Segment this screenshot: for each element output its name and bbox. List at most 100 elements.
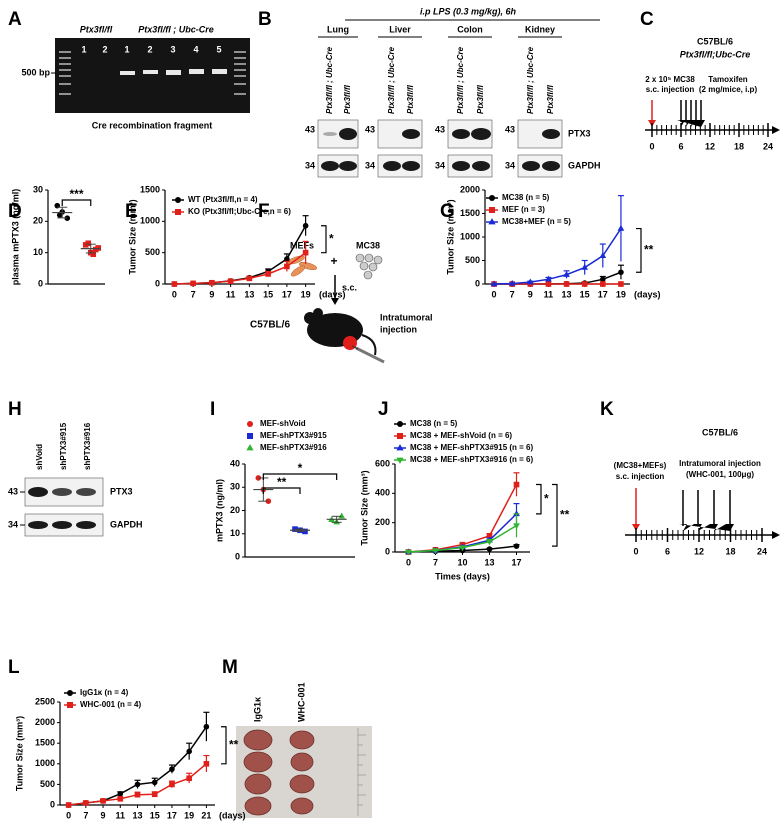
data-point: [169, 766, 175, 772]
x-tick-label: 15: [150, 810, 160, 820]
data-point: [600, 281, 606, 287]
legend-marker: [175, 197, 181, 203]
x-tick-label: 17: [167, 810, 177, 820]
strain: C57BL/6: [250, 320, 290, 331]
caption: Cre recombination fragment: [92, 120, 213, 130]
legend-label: MC38 (n = 5): [502, 193, 550, 202]
significance: *: [329, 231, 334, 245]
legend-label: IgG1κ (n = 4): [80, 688, 129, 697]
legend-label: MC38 + MEF-shVoid (n = 6): [410, 431, 512, 440]
x-tick-label: 17: [598, 289, 608, 299]
data-point: [85, 240, 92, 247]
timeline-tick-label: 18: [734, 141, 744, 151]
timeline-tick-label: 6: [665, 546, 670, 556]
y-tick-label: 0: [155, 278, 160, 288]
x-tick-label: 7: [510, 289, 515, 299]
data-point: [513, 481, 520, 488]
data-point: [151, 779, 158, 786]
panel-label: G: [440, 201, 455, 222]
x-tick-label: 0: [492, 289, 497, 299]
genotype: Ptx3fl/fl: [80, 24, 113, 34]
significance-bracket: [262, 473, 338, 480]
timeline-tick-label: 24: [757, 546, 767, 556]
data-point: [526, 278, 534, 285]
timeline-tick-label: 12: [705, 141, 715, 151]
injection-note: s.c. injection: [616, 472, 665, 481]
y-tick-label: 30: [230, 482, 240, 492]
data-point: [513, 523, 520, 530]
panel-label: J: [378, 399, 389, 420]
ruler: [357, 728, 366, 816]
strain: C57BL/6: [702, 427, 738, 437]
panel-label: E: [125, 201, 138, 222]
y-tick-label: 0: [50, 799, 55, 809]
legend-label: WT (Ptx3fl/fl,n = 4): [188, 195, 258, 204]
y-tick-label: 1000: [460, 231, 480, 241]
gel-bands: [120, 69, 227, 75]
lane-label: Ptx3fl/fl ; Ubc-Cre: [526, 46, 535, 114]
x-tick-label: 11: [544, 289, 554, 299]
timeline-tick-label: 12: [694, 546, 704, 556]
x-tick-label: 17: [282, 289, 292, 299]
data-point: [56, 212, 63, 218]
injection-label: Intratumoral: [380, 312, 433, 322]
genotype: Ptx3fl/fl ; Ubc-Cre: [138, 24, 214, 34]
arrows: [632, 488, 734, 531]
cell-label: MEFs: [290, 240, 314, 250]
panel-label: M: [222, 657, 238, 678]
protein: GAPDH: [568, 160, 601, 170]
data-point: [508, 279, 516, 286]
genotype: Ptx3fl/fl;Ubc-Cre: [680, 49, 751, 59]
significance-bracket: [61, 199, 92, 206]
significance: ***: [69, 187, 83, 201]
legend-label: KO (Ptx3fl/fl;Ubc-Cre,n = 6): [188, 207, 291, 216]
lane-label: Ptx3fl/fl ; Ubc-Cre: [325, 46, 334, 114]
panel-label: B: [258, 9, 272, 30]
protein: PTX3: [110, 486, 133, 496]
legend-marker: [247, 433, 253, 439]
data-point: [171, 281, 178, 287]
y-tick-label: 10: [33, 247, 43, 257]
mw: 34: [435, 160, 445, 170]
x-tick-label: 9: [209, 289, 214, 299]
data-point: [563, 270, 570, 277]
legend-marker: [489, 207, 495, 213]
lane-label: shPTX3#916: [83, 422, 92, 470]
group-label: IgG1κ: [252, 696, 262, 722]
lane-number: 3: [170, 44, 175, 54]
significance: *: [298, 461, 303, 475]
data-point: [65, 802, 72, 808]
y-tick-label: 1000: [35, 758, 55, 768]
data-point: [95, 245, 102, 251]
legend-marker: [489, 195, 495, 201]
y-tick-label: 1500: [140, 184, 160, 194]
legend-label: MEF-shPTX3#916: [260, 443, 327, 452]
x-tick-label: 0: [172, 289, 177, 299]
legend-label: MC38+MEF (n = 5): [502, 217, 571, 226]
data-point: [405, 549, 412, 556]
mef-cells: [287, 255, 317, 277]
lane-label: Ptx3fl/fl: [406, 84, 415, 114]
data-point: [186, 748, 192, 755]
legend-marker: [247, 421, 253, 427]
data-point: [563, 281, 570, 287]
legend-label: MEF-shVoid: [260, 419, 306, 428]
y-tick-label: 1000: [140, 216, 160, 226]
significance-bracket: [262, 487, 301, 494]
y-tick-label: 600: [375, 458, 390, 468]
data-point: [338, 512, 346, 519]
x-tick-label: 19: [184, 810, 194, 820]
data-point: [83, 800, 89, 806]
mw: 34: [8, 519, 18, 529]
data-point: [117, 796, 124, 802]
injection-note: s.c. injection: [646, 85, 695, 94]
data-point: [190, 280, 196, 287]
significance: *: [544, 491, 549, 505]
lane-label: shPTX3#915: [59, 422, 68, 470]
data-point: [545, 281, 552, 287]
x-tick-label: 0: [406, 557, 411, 567]
treatment: i.p LPS (0.3 mg/kg), 6h: [420, 6, 517, 16]
data-point: [490, 280, 498, 287]
y-tick-label: 1500: [460, 208, 480, 218]
